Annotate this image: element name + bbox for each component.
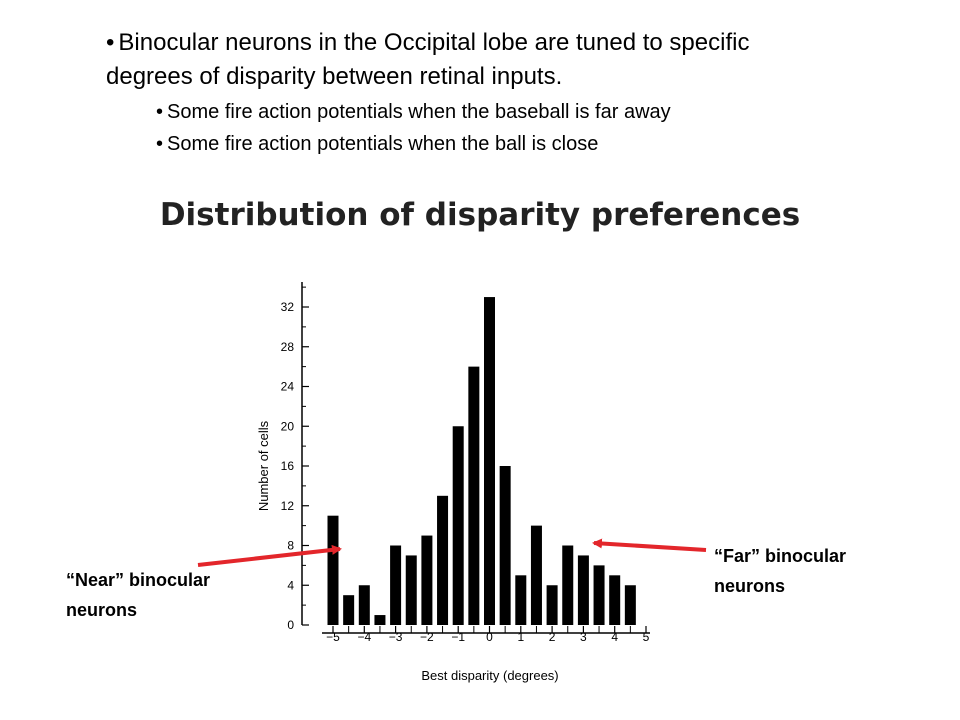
x-tick-label: −3: [389, 630, 403, 644]
bullet-main: • Binocular neurons in the Occipital lobe…: [106, 26, 826, 94]
bar: [546, 585, 558, 625]
bar: [484, 297, 495, 625]
y-tick-label: 24: [281, 380, 295, 394]
y-tick-label: 12: [281, 499, 295, 513]
y-tick-label: 0: [287, 618, 294, 632]
x-tick-label: 3: [580, 630, 587, 644]
bar: [468, 366, 480, 625]
bar: [437, 495, 449, 625]
bullet-sub-far: • Some fire action potentials when the ba…: [156, 98, 826, 126]
bullet-dot: •: [156, 133, 164, 155]
y-tick-label: 8: [287, 539, 294, 553]
x-tick-label: −2: [420, 630, 434, 644]
y-tick-label: 20: [281, 419, 295, 433]
bar: [593, 565, 605, 625]
far-arrow: [592, 538, 707, 552]
x-tick-label: 2: [549, 630, 556, 644]
chart-title: Distribution of disparity preferences: [159, 197, 801, 233]
bar: [515, 575, 527, 625]
y-tick-label: 28: [281, 340, 295, 354]
x-tick-label: −5: [326, 630, 340, 644]
y-tick-label: 4: [287, 578, 294, 592]
y-axis-label: Number of cells: [256, 420, 271, 511]
bar: [562, 545, 574, 625]
x-tick-label: 0: [486, 630, 493, 644]
y-tick-label: 32: [281, 300, 295, 314]
bullet-main-text: Binocular neurons in the Occipital lobe …: [106, 29, 750, 90]
x-tick-label: 5: [643, 630, 650, 644]
bar: [327, 515, 339, 625]
bar: [405, 555, 417, 625]
x-tick-label: −1: [451, 630, 465, 644]
x-axis-label: Best disparity (degrees): [421, 668, 558, 683]
bullet-sub-close: • Some fire action potentials when the ba…: [156, 130, 826, 158]
bars-group: [327, 297, 636, 625]
bar: [577, 555, 589, 625]
bullet-dot: •: [106, 29, 115, 56]
near-neurons-label: “Near” binocular neurons: [66, 570, 211, 620]
bullet-sub-far-text: Some fire action potentials when the bas…: [167, 101, 671, 123]
bullet-sub-close-text: Some fire action potentials when the bal…: [167, 133, 599, 155]
bar: [452, 426, 464, 625]
bar: [374, 615, 386, 625]
slide-bullets: • Binocular neurons in the Occipital lobe…: [106, 26, 826, 158]
bar: [624, 585, 636, 625]
bullet-dot: •: [156, 101, 164, 123]
bar: [421, 535, 433, 625]
near-arrow: [197, 544, 342, 567]
x-tick-label: −4: [357, 630, 371, 644]
bar: [530, 525, 542, 625]
bar: [390, 545, 402, 625]
bar: [609, 575, 621, 625]
y-tick-label: 16: [281, 459, 295, 473]
bar: [343, 595, 355, 625]
x-tick-label: 4: [611, 630, 618, 644]
bar: [499, 466, 511, 625]
far-neurons-label: “Far” binocular neurons: [714, 546, 847, 596]
bar: [358, 585, 370, 625]
x-tick-label: 1: [517, 630, 524, 644]
arrows-group: [197, 538, 707, 567]
